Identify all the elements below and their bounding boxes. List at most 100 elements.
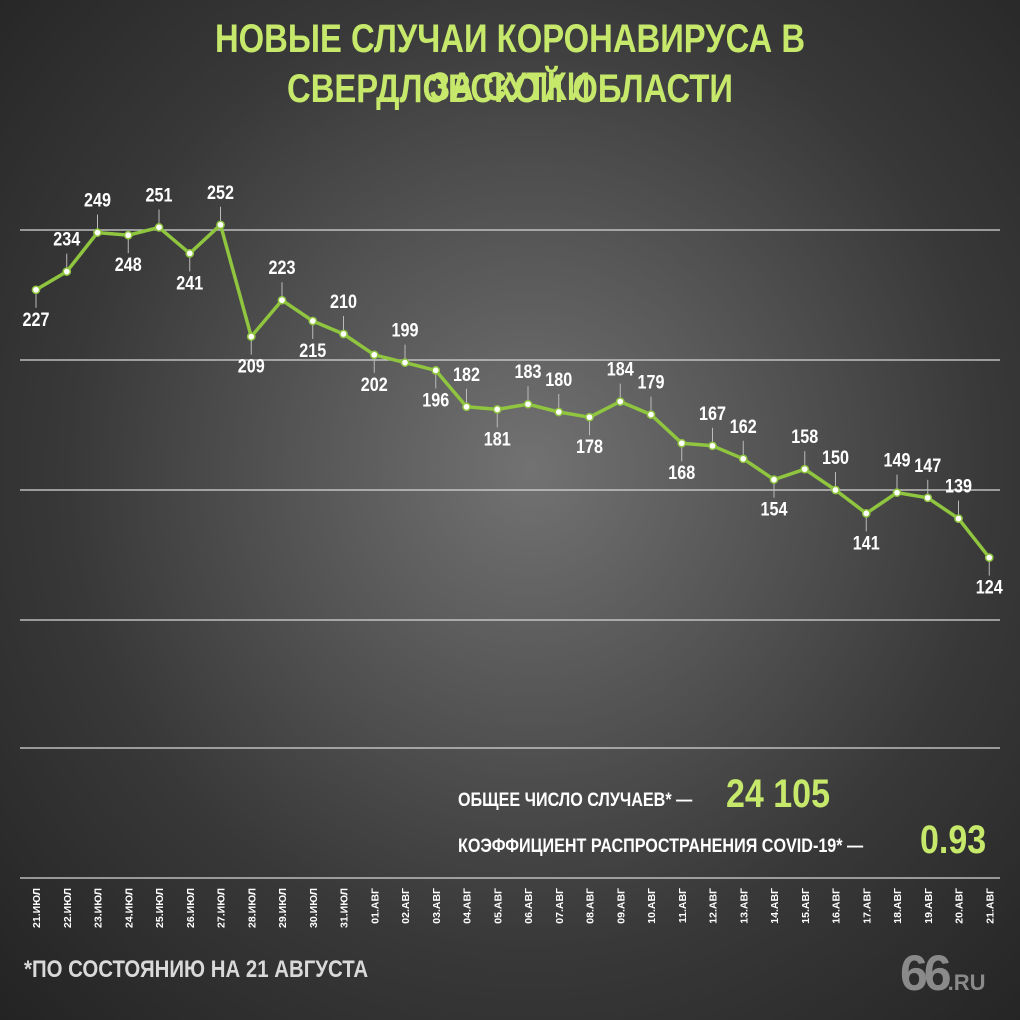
data-label: 180 [545, 369, 572, 391]
x-tick-label: 24.ИЮЛ [123, 888, 135, 928]
data-label: 149 [884, 449, 911, 471]
data-label: 234 [53, 228, 80, 250]
data-label: 181 [484, 428, 511, 450]
data-point [800, 464, 810, 474]
data-label: 251 [146, 184, 173, 206]
data-label: 150 [822, 447, 849, 469]
data-point [431, 366, 441, 375]
x-tick-label: 31.ИЮЛ [339, 888, 351, 928]
data-label: 179 [638, 371, 665, 393]
data-point [831, 485, 840, 495]
x-tick-label: 01.АВГ [369, 888, 381, 924]
x-tick-label: 22.ИЮЛ [62, 888, 74, 928]
x-tick-label: 23.ИЮЛ [93, 888, 105, 928]
data-label: 223 [269, 257, 296, 279]
data-label: 124 [976, 576, 1003, 598]
x-tick-label: 05.АВГ [492, 888, 504, 924]
x-tick-label: 07.АВГ [554, 888, 566, 924]
data-point [185, 249, 195, 258]
chart-title-line2: ЗА СУТКИ [429, 65, 591, 109]
data-label: 227 [23, 309, 50, 331]
data-point [308, 316, 318, 326]
x-tick-label: 26.ИЮЛ [185, 888, 197, 928]
data-label: 248 [115, 254, 142, 276]
data-label: 147 [914, 455, 941, 477]
data-point [123, 230, 133, 240]
data-point [984, 553, 994, 562]
data-label: 167 [699, 403, 726, 425]
data-label: 178 [576, 436, 603, 458]
x-tick-label: 17.АВГ [861, 888, 873, 924]
x-tick-label: 16.АВГ [831, 888, 843, 924]
data-label: 209 [238, 355, 265, 377]
data-label: 168 [668, 462, 695, 484]
x-tick-label: 30.ИЮЛ [308, 888, 320, 928]
data-label: 139 [945, 475, 972, 497]
x-tick-label: 21.АВГ [984, 888, 996, 924]
spread-coefficient-label: КОЭФФИЦИЕНТ РАСПРОСТРАНЕНИЯ COVID-19* — [458, 836, 864, 857]
logo-number: 66 [900, 945, 952, 1001]
data-label: 210 [330, 291, 357, 313]
data-label: 141 [853, 532, 880, 554]
data-point [523, 399, 533, 409]
data-point [154, 223, 164, 232]
data-point [339, 329, 348, 339]
data-point [216, 220, 225, 230]
x-tick-label: 13.АВГ [738, 888, 750, 924]
data-point [677, 438, 687, 448]
x-tick-label: 15.АВГ [800, 888, 812, 924]
data-point [246, 332, 256, 341]
data-point [615, 397, 625, 406]
x-tick-label: 27.ИЮЛ [216, 888, 228, 928]
data-label: 196 [422, 389, 449, 411]
data-point [769, 475, 779, 484]
x-tick-label: 25.ИЮЛ [154, 888, 166, 928]
x-tick-label: 14.АВГ [769, 888, 781, 924]
total-cases-value: 24 105 [726, 772, 830, 816]
x-tick-label: 02.АВГ [400, 888, 412, 924]
data-point [93, 228, 102, 237]
x-tick-label: 03.АВГ [431, 888, 443, 924]
spread-coefficient-row: КОЭФФИЦИЕНТ РАСПРОСТРАНЕНИЯ COVID-19* — … [458, 818, 986, 862]
x-tick-label: 06.АВГ [523, 888, 535, 924]
data-point [738, 454, 748, 464]
x-tick-label: 29.ИЮЛ [277, 888, 289, 928]
data-point [646, 410, 656, 419]
data-label: 182 [453, 364, 480, 386]
chart-title-line1: НОВЫЕ СЛУЧАИ КОРОНАВИРУСА В СВЕРДЛОВСКОЙ… [214, 17, 806, 111]
x-tick-label: 21.ИЮЛ [31, 888, 43, 928]
data-point [369, 350, 379, 360]
data-point [554, 407, 564, 417]
data-point [400, 358, 410, 367]
data-label: 202 [361, 374, 388, 396]
total-cases-label: ОБЩЕЕ ЧИСЛО СЛУЧАЕВ* — [458, 790, 693, 811]
data-point [277, 295, 287, 305]
data-label: 241 [176, 272, 203, 294]
data-point [954, 514, 963, 523]
data-point [892, 488, 902, 497]
spread-coefficient-value: 0.93 [920, 818, 987, 862]
x-tick-label: 12.АВГ [708, 888, 720, 924]
data-point [492, 405, 502, 414]
x-tick-label: 09.АВГ [615, 888, 627, 924]
data-label: 162 [730, 416, 757, 438]
data-label: 199 [392, 319, 419, 341]
x-tick-label: 28.ИЮЛ [246, 888, 258, 928]
data-label: 183 [515, 361, 542, 383]
data-point [62, 267, 72, 276]
data-label: 154 [761, 498, 788, 520]
series-line [35, 223, 991, 559]
data-point [31, 285, 41, 295]
data-point [708, 441, 717, 451]
logo-66ru[interactable]: 66.RU [900, 944, 986, 1002]
data-label: 249 [84, 189, 111, 211]
footnote: *ПО СОСТОЯНИЮ НА 21 АВГУСТА [24, 956, 369, 983]
x-tick-label: 18.АВГ [892, 888, 904, 924]
data-point [462, 402, 471, 412]
data-point [585, 412, 594, 422]
data-label: 158 [791, 426, 818, 448]
data-point [923, 493, 933, 503]
data-point [861, 509, 871, 518]
x-tick-label: 20.АВГ [954, 888, 966, 924]
